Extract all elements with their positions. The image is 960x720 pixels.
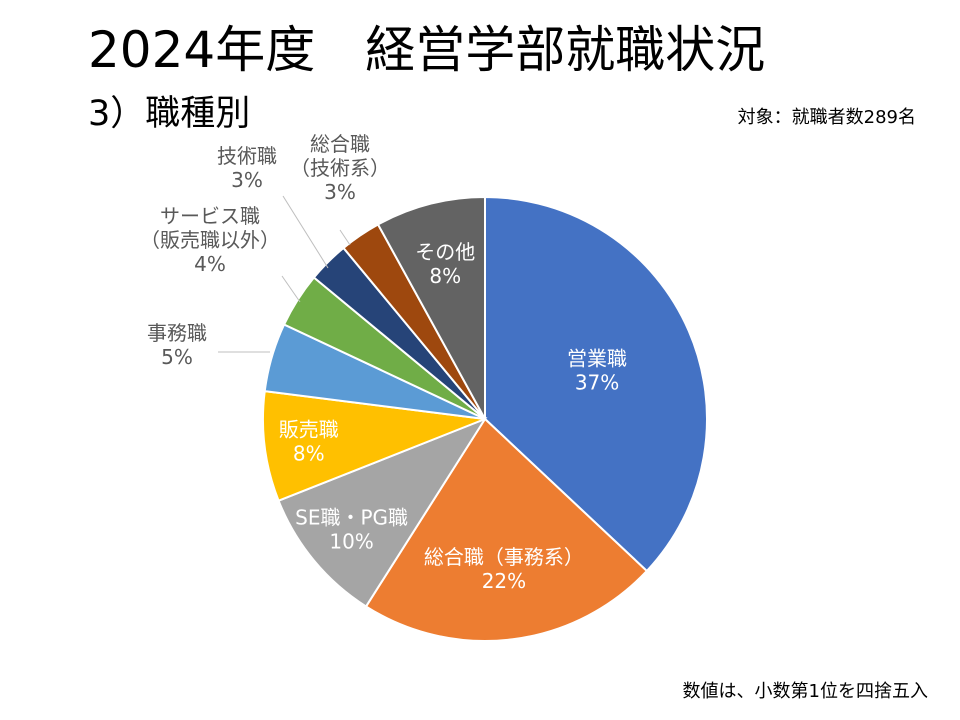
slice-label-line: 8%	[293, 441, 325, 465]
slice-label-line: 10%	[329, 529, 373, 553]
slice-label-line: 3%	[231, 168, 263, 192]
slice-label-0: 営業職 37%	[567, 347, 627, 395]
slice-label-line: 総合職	[310, 132, 370, 156]
slice-label-line: 3%	[324, 180, 356, 204]
slice-label-line: 4%	[194, 252, 226, 276]
pie-slices	[262, 195, 708, 642]
leader-line-5	[281, 275, 301, 303]
rounding-note: 数値は、小数第1位を四捨五入	[682, 681, 928, 702]
target-count-note: 対象：就職者数289名	[737, 107, 916, 128]
slice-label-line: SE職・PG職	[295, 505, 408, 529]
slice-label-line: 販売職	[279, 417, 339, 441]
slice-label-line: 5%	[161, 345, 193, 369]
data-labels: 営業職 37%総合職（事務系） 22%SE職・PG職 10%販売職 8%事務職 5%サービ…	[140, 132, 627, 593]
slice-label-line: その他	[415, 240, 475, 264]
slice-label-line: 22%	[482, 569, 526, 593]
slice-label-line: サービス職	[160, 204, 260, 228]
slice-label-8: その他 8%	[415, 240, 475, 288]
slice-label-1: 総合職（事務系） 22%	[424, 545, 584, 593]
leader-line-6	[282, 195, 329, 269]
page-title: 2024年度 経営学部就職状況	[88, 21, 766, 79]
slice-label-line: 8%	[429, 264, 461, 288]
slice-label-line: （技術系）	[290, 156, 390, 180]
slice-label-line: 技術職	[217, 144, 277, 168]
chart-subtitle: 3）職種別	[88, 94, 251, 134]
pie-slice-2	[277, 416, 488, 608]
leader-lines	[218, 195, 351, 353]
slice-label-line: 総合職（事務系）	[424, 545, 584, 569]
slice-label-6: 技術職 3%	[217, 144, 277, 192]
slice-label-line: （販売職以外）	[140, 228, 280, 252]
slice-label-5: サービス職（販売職以外） 4%	[140, 204, 280, 276]
slice-label-3: 販売職 8%	[279, 417, 339, 465]
pie-slice-3	[262, 390, 486, 503]
slice-label-line: 営業職	[567, 347, 627, 371]
slice-label-7: 総合職（技術系） 3%	[290, 132, 390, 204]
pie-slice-1	[364, 417, 649, 642]
slice-label-4: 事務職 5%	[147, 321, 207, 369]
pie-slice-0	[484, 195, 708, 573]
slice-label-2: SE職・PG職 10%	[295, 505, 408, 553]
leader-line-7	[339, 229, 351, 246]
slice-label-line: 事務職	[147, 321, 207, 345]
pie-slice-8	[376, 195, 486, 420]
slice-label-line: 37%	[575, 371, 619, 395]
